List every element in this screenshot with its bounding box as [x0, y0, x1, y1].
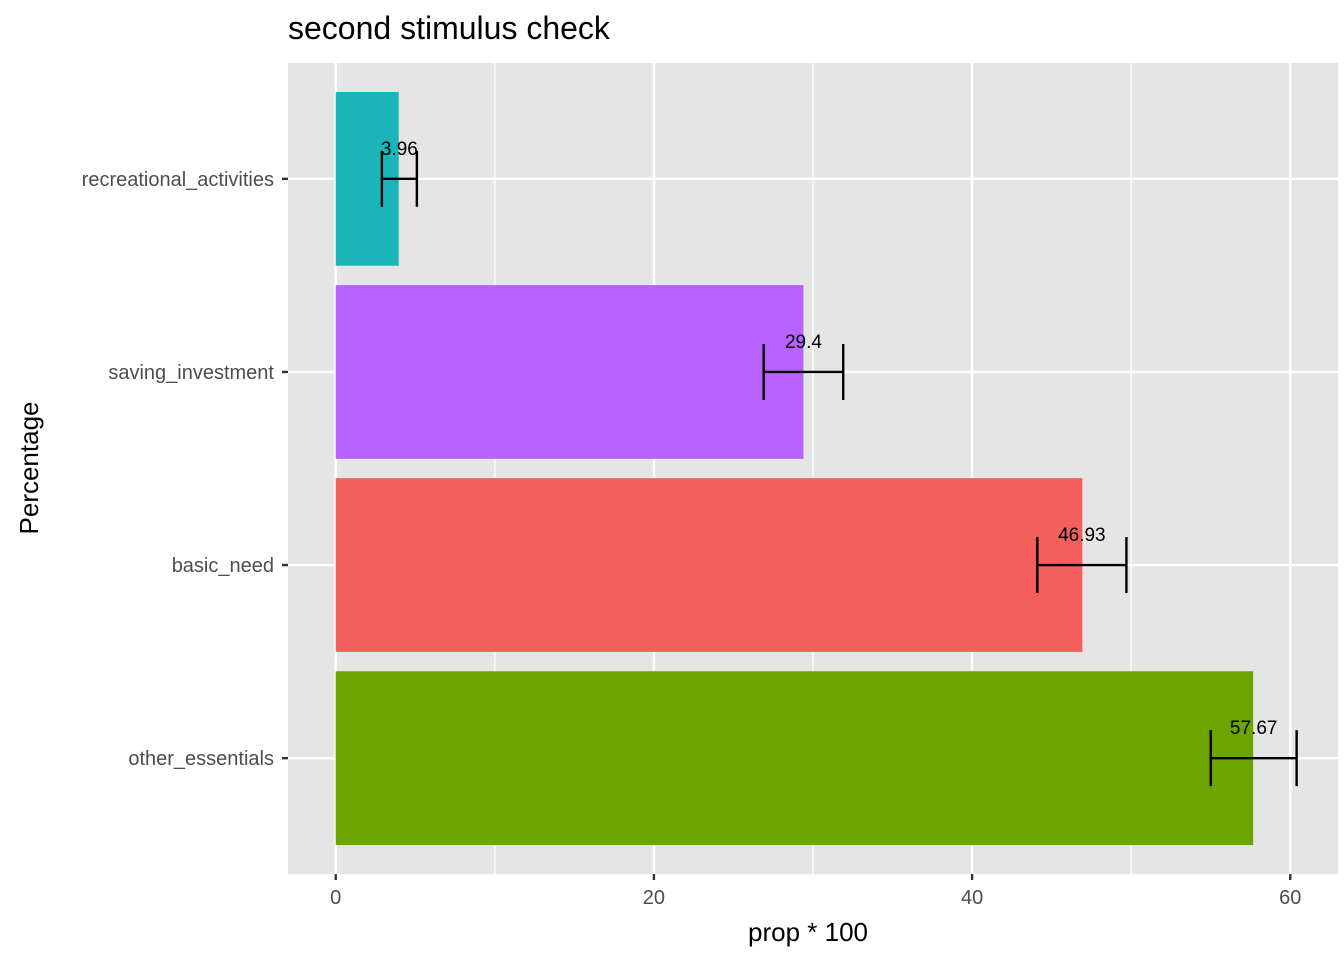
x-tick-label: 40 — [961, 887, 983, 909]
data-label: 57.67 — [1230, 718, 1278, 739]
y-tick-label: saving_investment — [108, 362, 274, 384]
bar-basic_need — [335, 478, 1083, 652]
x-axis-title: prop * 100 — [748, 917, 868, 947]
chart-title: second stimulus check — [288, 10, 611, 46]
y-axis-title: Percentage — [14, 402, 44, 535]
bars — [335, 91, 1254, 846]
y-tick-label: recreational_activities — [82, 169, 274, 191]
bar-other_essentials — [335, 671, 1254, 846]
data-label: 46.93 — [1058, 525, 1106, 546]
bar-saving_investment — [335, 285, 804, 459]
x-tick-label: 0 — [330, 887, 341, 909]
error-bar-recreational_activities — [380, 150, 419, 207]
data-labels: 3.96 29.4 46.93 57.67 — [381, 139, 1278, 739]
x-tick-label: 60 — [1279, 887, 1301, 909]
x-axis: 0 20 40 60 — [330, 874, 1301, 909]
data-label: 3.96 — [381, 139, 418, 160]
error-bar-saving_investment — [762, 343, 845, 400]
data-label: 29.4 — [785, 332, 822, 353]
error-bars — [380, 150, 1298, 787]
y-axis: recreational_activities saving_investment… — [82, 169, 288, 770]
y-tick-label: other_essentials — [128, 748, 274, 770]
error-bar-other_essentials — [1209, 730, 1298, 787]
error-bar-basic_need — [1036, 537, 1128, 594]
y-tick-label: basic_need — [172, 555, 274, 577]
x-tick-label: 20 — [643, 887, 665, 909]
